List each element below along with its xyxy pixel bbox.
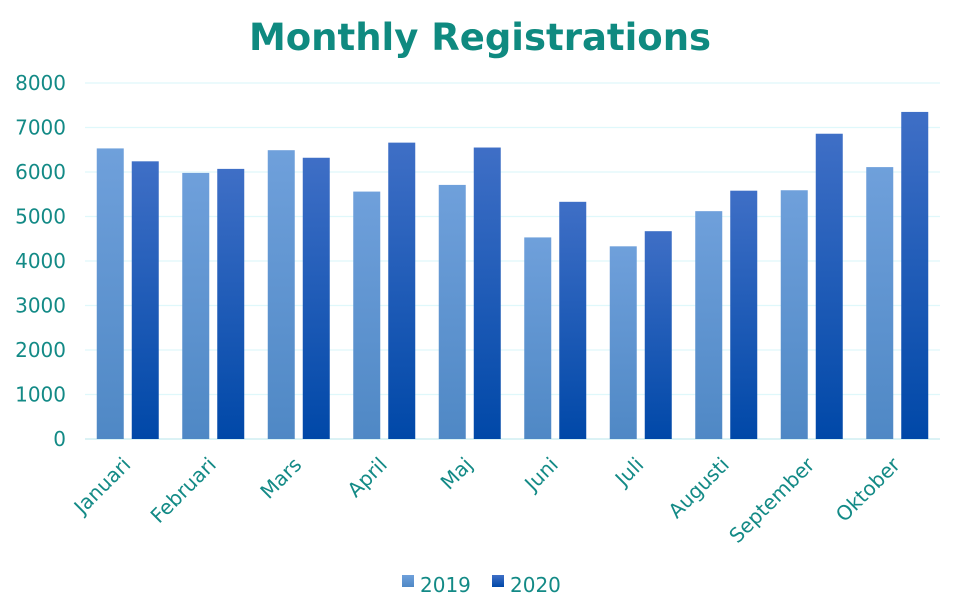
grid-lines <box>85 82 940 440</box>
y-tick-label-1000: 1000 <box>15 383 66 407</box>
bar-2020-maj <box>473 147 501 439</box>
x-tick-label-juli: Juli <box>609 453 648 492</box>
x-tick-label-augusti: Augusti <box>663 453 733 523</box>
y-tick-label-3000: 3000 <box>15 294 66 318</box>
x-tick-label-mars: Mars <box>255 453 306 504</box>
y-tick-label-4000: 4000 <box>15 249 66 273</box>
x-tick-label-juni: Juni <box>518 453 562 497</box>
bar-2019-juli <box>609 246 637 439</box>
bar-2020-juli <box>644 231 672 439</box>
legend-label-2019: 2019 <box>420 573 471 597</box>
bar-2019-april <box>353 191 381 439</box>
legend-swatch-2020 <box>492 575 504 587</box>
bar-2020-januari <box>131 161 159 439</box>
y-tick-label-0: 0 <box>53 427 66 451</box>
bar-2020-oktober <box>901 111 929 440</box>
chart-title: Monthly Registrations <box>249 16 711 59</box>
bar-2019-september <box>780 190 808 439</box>
y-tick-label-8000: 8000 <box>15 71 66 95</box>
bar-2020-mars <box>302 157 330 439</box>
bar-2019-juni <box>524 237 552 439</box>
x-tick-label-september: September <box>724 452 820 548</box>
bar-2019-januari <box>96 148 124 440</box>
y-tick-label-6000: 6000 <box>15 160 66 184</box>
bar-2019-maj <box>438 184 466 439</box>
bar-2019-februari <box>182 172 210 439</box>
x-tick-label-februari: Februari <box>146 453 221 528</box>
y-tick-label-2000: 2000 <box>15 338 66 362</box>
x-tick-label-januari: Januari <box>68 453 136 521</box>
bar-2019-augusti <box>695 211 723 439</box>
bar-2019-mars <box>267 150 295 439</box>
bar-2020-augusti <box>730 190 758 439</box>
bar-2020-september <box>815 133 843 440</box>
y-tick-label-7000: 7000 <box>15 116 66 140</box>
bar-2020-februari <box>217 168 245 439</box>
data-bars <box>96 111 929 440</box>
x-tick-label-maj: Maj <box>436 453 478 495</box>
legend-swatch-2019 <box>402 575 414 587</box>
y-tick-label-5000: 5000 <box>15 205 66 229</box>
x-tick-label-april: April <box>342 453 391 502</box>
bar-2019-oktober <box>866 167 894 440</box>
bar-2020-april <box>388 142 416 439</box>
legend-label-2020: 2020 <box>510 573 561 597</box>
x-tick-label-oktober: Oktober <box>831 452 906 527</box>
bar-2020-juni <box>559 201 587 439</box>
chart-legend: 2019 2020 <box>402 573 561 597</box>
